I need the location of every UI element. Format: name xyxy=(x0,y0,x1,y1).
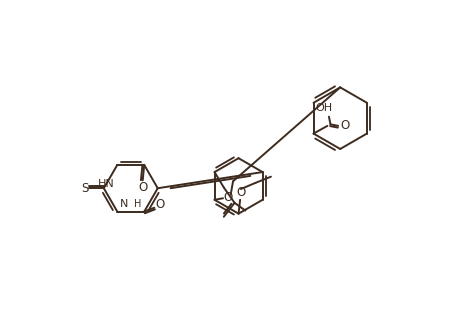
Text: S: S xyxy=(81,182,88,195)
Text: O: O xyxy=(236,186,245,199)
Text: HN: HN xyxy=(98,179,115,189)
Text: O: O xyxy=(340,119,349,132)
Text: OH: OH xyxy=(315,103,332,113)
Text: N: N xyxy=(120,199,128,209)
Text: O: O xyxy=(155,198,164,211)
Text: O: O xyxy=(223,191,232,204)
Text: O: O xyxy=(138,181,147,194)
Text: H: H xyxy=(133,199,141,209)
